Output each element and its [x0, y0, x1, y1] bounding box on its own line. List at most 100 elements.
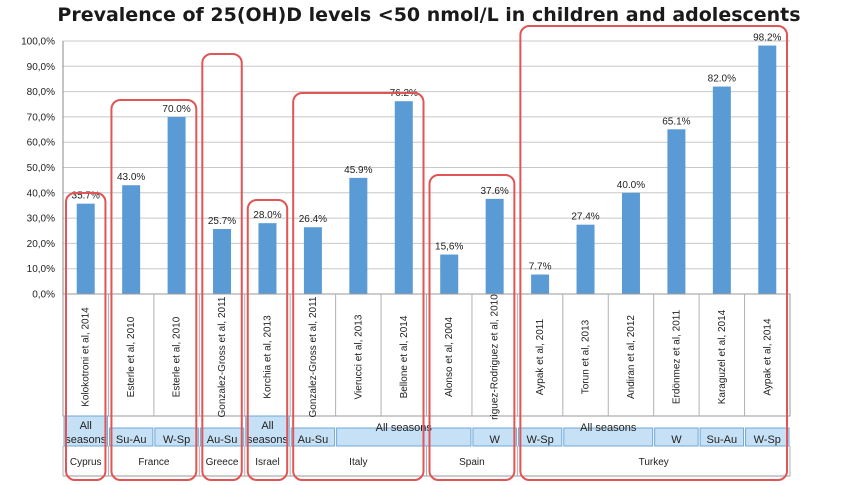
season-band — [699, 427, 745, 447]
y-tick-label: 60,0% — [27, 138, 55, 149]
bar — [621, 192, 640, 294]
season-band — [472, 427, 517, 447]
x-tick-label: Korchia et al, 2013 — [262, 315, 273, 399]
season-band — [336, 427, 472, 447]
season-band — [63, 415, 108, 447]
season-label: All seasons — [580, 422, 637, 434]
country-group-box — [519, 25, 788, 481]
bar — [485, 198, 504, 294]
data-label: 43.0% — [117, 172, 145, 183]
data-label: 27.4% — [571, 212, 599, 223]
country-label: Italy — [349, 457, 367, 468]
season-label: W — [671, 434, 682, 446]
country-group-box — [246, 199, 289, 481]
data-label: 82.0% — [708, 74, 736, 85]
bar — [76, 203, 95, 294]
bar — [712, 86, 731, 294]
x-tick-label: riguez-Rodriguez et al, 2010 — [490, 294, 501, 420]
data-label: 25.7% — [208, 216, 236, 227]
data-label: 15,6% — [435, 242, 463, 253]
season-band — [563, 427, 654, 447]
bar — [394, 101, 413, 295]
season-label: W-Sp — [754, 434, 781, 446]
country-group-box — [65, 192, 107, 481]
data-label: 40.0% — [617, 180, 645, 191]
season-label-line: All — [261, 420, 273, 432]
season-label: Su-Au — [707, 434, 738, 446]
season-band — [517, 427, 563, 447]
data-label: 45.9% — [344, 165, 372, 176]
season-label: W-Sp — [163, 434, 190, 446]
season-label: Su-Au — [116, 434, 147, 446]
country-group-box — [292, 92, 425, 481]
x-tick-label: Aypak et al, 2014 — [762, 318, 773, 396]
country-label: Cyprus — [70, 457, 102, 468]
bar — [576, 224, 595, 294]
x-tick-label: Vierucci et al, 2013 — [353, 314, 364, 399]
season-band — [745, 427, 790, 447]
x-tick-label: Gonzalez-Gross et al, 2011 — [217, 296, 228, 417]
x-tick-label: Alonso et al, 2004 — [444, 317, 455, 397]
bar — [667, 129, 686, 294]
data-label: 35.7% — [72, 191, 100, 202]
season-label-line: All — [80, 420, 92, 432]
season-band — [245, 415, 290, 447]
y-tick-label: 100,0% — [21, 37, 55, 48]
y-tick-label: 30,0% — [27, 214, 55, 225]
season-label-line: seasons — [65, 434, 106, 446]
x-tick-label: Karaguzel et al, 2014 — [717, 309, 728, 404]
season-label: All seasons — [376, 422, 433, 434]
country-label: France — [138, 457, 170, 468]
x-tick-label: Esterle et al, 2010 — [172, 316, 183, 397]
bar — [213, 228, 232, 294]
country-label: Greece — [206, 457, 239, 468]
bar — [258, 223, 277, 294]
season-band — [199, 427, 245, 447]
x-tick-label: Torun et al, 2013 — [581, 319, 592, 394]
bar — [349, 177, 368, 294]
season-label-line: seasons — [247, 434, 288, 446]
bar — [758, 45, 777, 294]
bar — [531, 274, 550, 294]
season-band — [154, 427, 199, 447]
data-label: 98.2% — [753, 33, 781, 44]
y-tick-label: 90,0% — [27, 62, 55, 73]
bar — [440, 254, 459, 294]
bar — [167, 116, 186, 295]
season-label: Au-Su — [207, 434, 238, 446]
x-tick-label: Kolokotroni et al, 2014 — [81, 307, 92, 407]
data-label: 70.0% — [162, 104, 190, 115]
bar — [122, 185, 141, 294]
country-group-box — [201, 53, 243, 481]
x-tick-label: Erdönmez et al, 2011 — [671, 309, 682, 404]
y-tick-label: 40,0% — [27, 188, 55, 199]
data-label: 65.1% — [662, 116, 690, 127]
country-group-box — [428, 174, 516, 481]
season-band — [108, 427, 154, 447]
x-tick-label: Andiran et al, 2012 — [626, 315, 637, 399]
y-tick-label: 10,0% — [27, 264, 55, 275]
season-band — [290, 427, 336, 447]
y-tick-label: 20,0% — [27, 239, 55, 250]
data-label: 26.4% — [299, 214, 327, 225]
bar — [303, 227, 322, 294]
y-tick-label: 70,0% — [27, 112, 55, 123]
chart-title: Prevalence of 25(OH)D levels <50 nmol/L … — [57, 4, 801, 26]
x-tick-label: Gonzalez-Gross et al, 2011 — [308, 296, 319, 417]
country-label: Israel — [255, 457, 279, 468]
x-tick-label: Aypak et al, 2011 — [535, 318, 546, 395]
y-tick-label: 0,0% — [32, 290, 55, 301]
data-label: 28.0% — [253, 210, 281, 221]
season-label: Au-Su — [298, 434, 329, 446]
y-tick-label: 50,0% — [27, 163, 55, 174]
x-tick-label: Esterle et al, 2010 — [126, 316, 137, 397]
country-label: Spain — [459, 457, 485, 468]
y-tick-label: 80,0% — [27, 87, 55, 98]
x-tick-label: Bellone et al, 2014 — [399, 315, 410, 398]
season-label: W-Sp — [526, 434, 553, 446]
data-label: 7.7% — [529, 262, 552, 273]
country-label: Turkey — [639, 457, 669, 468]
season-band — [654, 427, 699, 447]
country-group-box — [110, 99, 198, 481]
